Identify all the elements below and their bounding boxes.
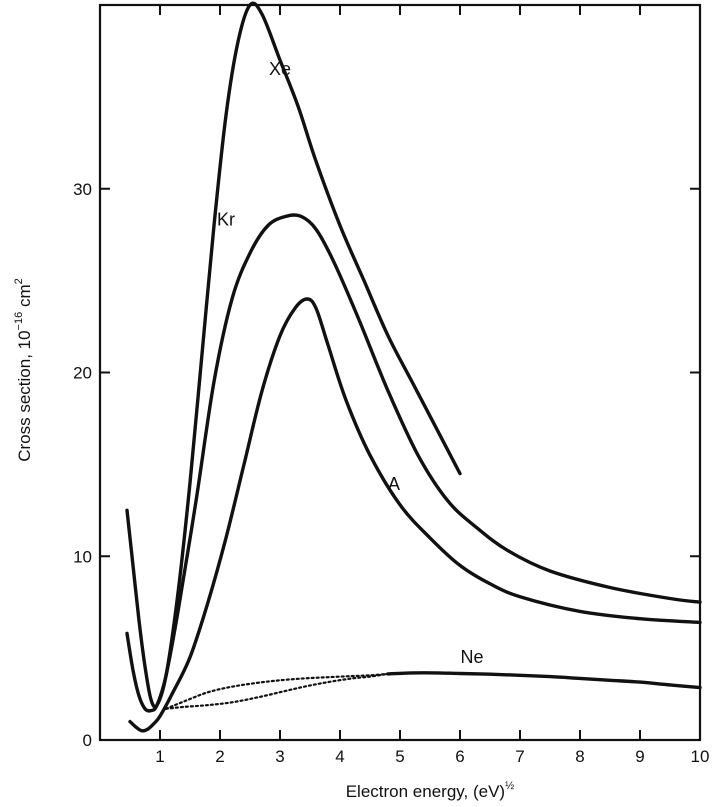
curve-label-a: A bbox=[388, 474, 400, 494]
x-tick-label: 8 bbox=[575, 747, 584, 766]
y-axis-label: Cross section, 10−16 cm2 bbox=[13, 278, 34, 462]
curve-label-xe: Xe bbox=[269, 59, 291, 79]
y-tick-label: 10 bbox=[73, 547, 92, 566]
series-line-a bbox=[128, 297, 702, 733]
x-tick-label: 1 bbox=[155, 747, 164, 766]
curve-label-kr: Kr bbox=[217, 210, 235, 230]
y-tick-label: 0 bbox=[83, 731, 92, 750]
axis-ticks: 1 2 3 4 5 6 7 8 9 10 0 10 20 30 bbox=[73, 5, 709, 766]
y-tick-label: 20 bbox=[73, 364, 92, 383]
curve-labels: Xe Kr A Ne bbox=[217, 59, 484, 667]
series-line-ne-dotted-lower bbox=[164, 672, 390, 710]
series-line-xe bbox=[125, 1, 462, 709]
series-layer bbox=[125, 1, 702, 733]
x-tick-label: 9 bbox=[635, 747, 644, 766]
x-tick-label: 4 bbox=[335, 747, 344, 766]
x-tick-label: 3 bbox=[275, 747, 284, 766]
x-tick-label: 7 bbox=[515, 747, 524, 766]
y-tick-label: 30 bbox=[73, 180, 92, 199]
x-axis-label: Electron energy, (eV)½ bbox=[346, 780, 515, 801]
series-line-ne-solid bbox=[386, 671, 702, 690]
series-line-ne-dotted-upper bbox=[164, 672, 390, 710]
plot-border bbox=[98, 3, 702, 742]
plot-frame bbox=[98, 3, 702, 742]
series-line-kr bbox=[125, 213, 702, 713]
x-tick-label: 6 bbox=[455, 747, 464, 766]
x-tick-label: 2 bbox=[215, 747, 224, 766]
x-tick-label: 5 bbox=[395, 747, 404, 766]
x-tick-label: 10 bbox=[691, 747, 710, 766]
curve-label-ne: Ne bbox=[460, 647, 483, 667]
